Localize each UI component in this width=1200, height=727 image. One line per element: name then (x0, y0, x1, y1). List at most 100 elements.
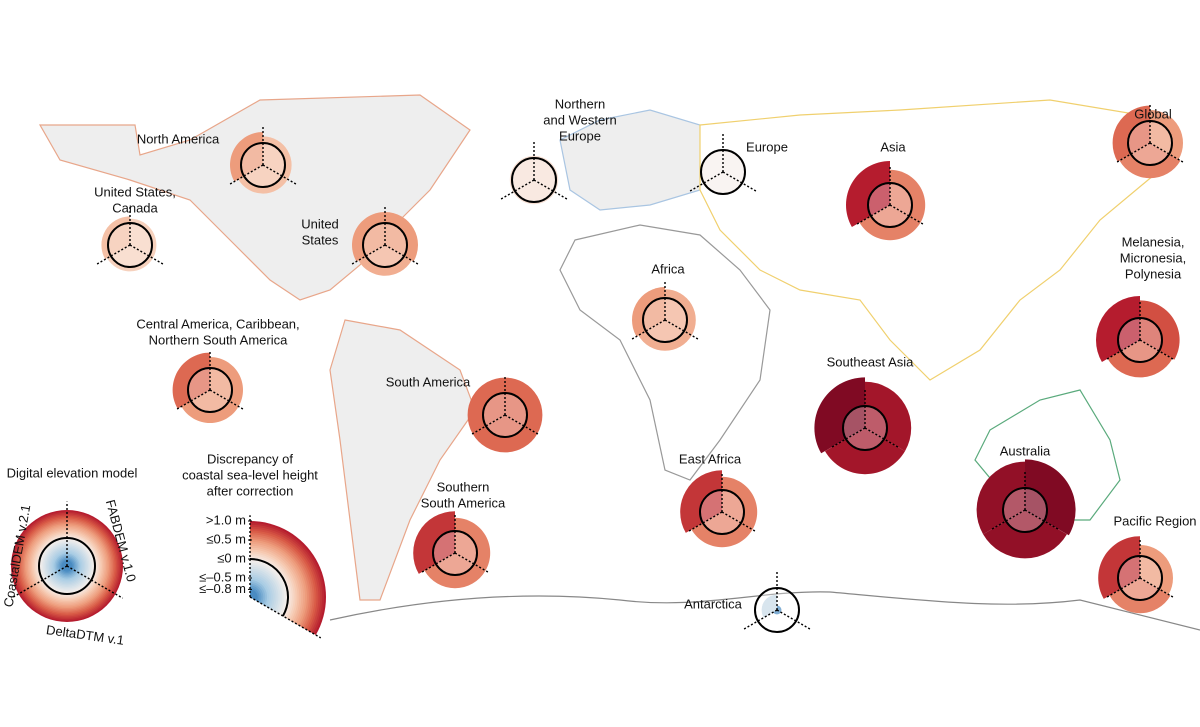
sector-divider (1149, 142, 1184, 163)
sector (1096, 296, 1140, 362)
scale-tick-label: >1.0 m (206, 512, 246, 527)
sector (824, 428, 906, 475)
region-label: Micronesia, (1120, 250, 1186, 265)
sector-divider (991, 509, 1026, 530)
region-label: Northern (555, 96, 606, 111)
region-label: South America (421, 495, 506, 510)
region-label: North America (137, 131, 220, 146)
sector-divider (721, 511, 756, 532)
region-label: Pacific Region (1113, 513, 1196, 528)
sector (859, 205, 921, 241)
region-glyph: Africa (631, 261, 699, 351)
sector (413, 511, 455, 574)
region-glyph: Europe (689, 133, 788, 195)
region-label: East Africa (679, 451, 742, 466)
sector (691, 512, 753, 548)
antarctica (329, 591, 1200, 631)
sector-divider (743, 609, 778, 630)
scale-title: coastal sea-level height (182, 467, 318, 482)
region-label: Global (1134, 106, 1172, 121)
scale-band (250, 589, 258, 601)
sector-divider (262, 164, 297, 185)
region-glyph: Australia (976, 443, 1076, 559)
sector-divider (229, 164, 264, 185)
sector-divider (776, 609, 811, 630)
region-label: Polynesia (1125, 266, 1182, 281)
region-glyph: Pacific Region (1098, 513, 1197, 614)
region-glyph: Global (1112, 104, 1184, 179)
region-label: Europe (746, 139, 788, 154)
sector-divider (889, 204, 924, 225)
region-label: South America (386, 374, 471, 389)
sector (1098, 536, 1140, 599)
sector-divider (209, 389, 244, 410)
region-label: Australia (1000, 443, 1051, 458)
sector (1107, 340, 1173, 378)
sector-divider (533, 179, 568, 200)
sector-divider (1116, 142, 1151, 163)
sector-divider (689, 171, 724, 192)
region-glyph: East Africa (679, 451, 758, 548)
sector (534, 155, 559, 193)
sector-divider (421, 552, 456, 573)
region-glyph: United States,Canada (94, 184, 176, 272)
sector (467, 377, 505, 434)
sector-divider (129, 244, 164, 265)
sector (1025, 459, 1076, 536)
scale-tick-label: ≤–0.8 m (199, 581, 246, 596)
sector (181, 390, 239, 423)
sector-divider (471, 414, 506, 435)
sector (638, 320, 692, 351)
region-label: Asia (880, 139, 906, 154)
scale-tick-label: ≤0 m (217, 550, 246, 565)
sector (424, 553, 486, 589)
sector-divider (1106, 577, 1141, 598)
sector (238, 165, 288, 194)
region-label: Africa (651, 261, 685, 276)
region-label: Europe (559, 128, 601, 143)
sector-divider (722, 171, 757, 192)
region-label: Central America, Caribbean, (136, 316, 299, 331)
region-glyph: Southeast Asia (814, 354, 914, 475)
region-label: Melanesia, (1122, 234, 1185, 249)
sector-divider (176, 389, 211, 410)
region-label: Canada (112, 200, 158, 215)
sector-divider (504, 414, 539, 435)
region-label: Northern South America (149, 332, 289, 347)
scale-tick-label: ≤–0.5 m (199, 569, 246, 584)
region-label: Antarctica (684, 596, 743, 611)
sector (172, 352, 210, 409)
sector-divider (856, 204, 891, 225)
region-label: and Western (543, 112, 616, 127)
sector (846, 161, 890, 227)
sector (680, 470, 722, 533)
sector-divider (66, 565, 124, 599)
region-glyph: Asia (846, 139, 926, 241)
scale-title: Discrepancy of (207, 451, 293, 466)
region-glyph: South America (386, 374, 543, 453)
region-glyph: Melanesia,Micronesia,Polynesia (1096, 234, 1186, 378)
south-america (329, 319, 476, 601)
sector (773, 610, 781, 615)
legend-title: Digital elevation model (7, 465, 138, 480)
sector-divider (1024, 509, 1059, 530)
sector (976, 461, 1025, 535)
region-label: Southeast Asia (827, 354, 914, 369)
sector-divider (664, 319, 699, 340)
sector-divider (831, 427, 866, 448)
sector (130, 218, 157, 259)
sector-divider (454, 552, 489, 573)
region-label: United States, (94, 184, 176, 199)
africa (559, 224, 771, 481)
region-label: States (302, 232, 339, 247)
sector-divider (688, 511, 723, 532)
zero-arc (249, 558, 289, 617)
region-label: United (301, 216, 339, 231)
sector-divider (1139, 339, 1174, 360)
sector-divider (631, 319, 666, 340)
sector-divider (1106, 339, 1141, 360)
